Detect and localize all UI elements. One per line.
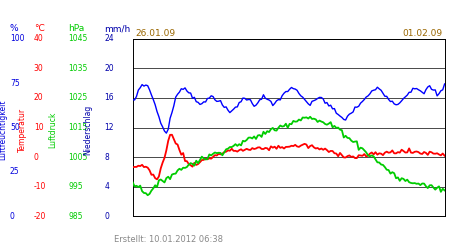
Text: 1035: 1035: [68, 64, 88, 73]
Text: 995: 995: [68, 182, 83, 191]
Text: 985: 985: [68, 212, 83, 221]
Text: 75: 75: [10, 78, 20, 88]
Text: 0: 0: [104, 212, 109, 221]
Text: hPa: hPa: [68, 24, 85, 33]
Text: 20: 20: [104, 64, 114, 73]
Text: 20: 20: [34, 94, 43, 102]
Text: 30: 30: [34, 64, 44, 73]
Text: 1015: 1015: [68, 123, 88, 132]
Text: 0: 0: [10, 212, 15, 221]
Text: Luftfeuchtigkeit: Luftfeuchtigkeit: [0, 100, 7, 160]
Text: 12: 12: [104, 123, 114, 132]
Text: -10: -10: [34, 182, 46, 191]
Text: Luftdruck: Luftdruck: [49, 112, 58, 148]
Text: mm/h: mm/h: [104, 24, 130, 33]
Text: 25: 25: [10, 168, 19, 176]
Text: 1045: 1045: [68, 34, 88, 43]
Text: 24: 24: [104, 34, 114, 43]
Text: Erstellt: 10.01.2012 06:38: Erstellt: 10.01.2012 06:38: [114, 236, 223, 244]
Text: Temperatur: Temperatur: [18, 108, 27, 152]
Text: 10: 10: [34, 123, 43, 132]
Text: -20: -20: [34, 212, 46, 221]
Text: 16: 16: [104, 94, 114, 102]
Text: 8: 8: [104, 152, 109, 162]
Text: 1005: 1005: [68, 152, 88, 162]
Text: 1025: 1025: [68, 94, 88, 102]
Text: 50: 50: [10, 123, 20, 132]
Text: 01.02.09: 01.02.09: [402, 29, 442, 38]
Text: °C: °C: [34, 24, 45, 33]
Text: %: %: [10, 24, 18, 33]
Text: 0: 0: [34, 152, 39, 162]
Text: 26.01.09: 26.01.09: [135, 29, 175, 38]
Text: 40: 40: [34, 34, 44, 43]
Text: Niederschlag: Niederschlag: [84, 105, 93, 155]
Text: 100: 100: [10, 34, 24, 43]
Text: 4: 4: [104, 182, 109, 191]
